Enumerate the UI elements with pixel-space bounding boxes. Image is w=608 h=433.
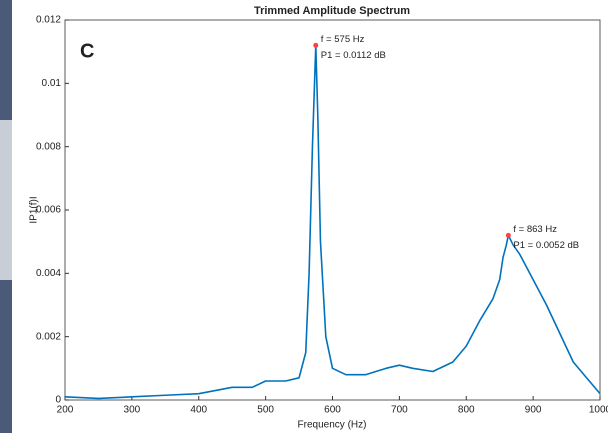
x-tick-label: 900 [525, 405, 542, 416]
annotation-text: f = 575 Hz [321, 34, 365, 45]
panel-label: C [80, 40, 94, 62]
y-tick-label: 0.01 [42, 78, 62, 89]
y-tick-label: 0.008 [36, 141, 61, 152]
y-tick-label: 0 [55, 395, 61, 406]
annotation-text: P1 = 0.0052 dB [513, 240, 579, 251]
y-tick-label: 0.002 [36, 331, 61, 342]
x-tick-label: 800 [458, 405, 475, 416]
y-tick-label: 0.012 [36, 15, 61, 26]
chart-title: Trimmed Amplitude Spectrum [254, 5, 410, 17]
x-tick-label: 300 [124, 405, 141, 416]
peak-marker [505, 232, 511, 238]
y-tick-label: 0.004 [36, 268, 61, 279]
peak-marker [313, 42, 319, 48]
annotation-text: P1 = 0.0112 dB [321, 50, 386, 61]
spectrum-line [64, 44, 601, 400]
plot-area [64, 19, 601, 401]
x-tick-label: 200 [57, 405, 74, 416]
x-tick-label: 600 [324, 405, 341, 416]
x-tick-label: 700 [391, 405, 408, 416]
x-tick-label: 500 [257, 405, 274, 416]
y-tick-label: 0.006 [36, 205, 61, 216]
x-axis-label: Frequency (Hz) [298, 420, 367, 431]
x-tick-label: 1000 [589, 405, 608, 416]
photo-strip [0, 120, 12, 280]
x-tick-label: 400 [190, 405, 207, 416]
annotation-text: f = 863 Hz [513, 224, 557, 235]
y-axis-label: IP1(f)I [29, 196, 40, 223]
